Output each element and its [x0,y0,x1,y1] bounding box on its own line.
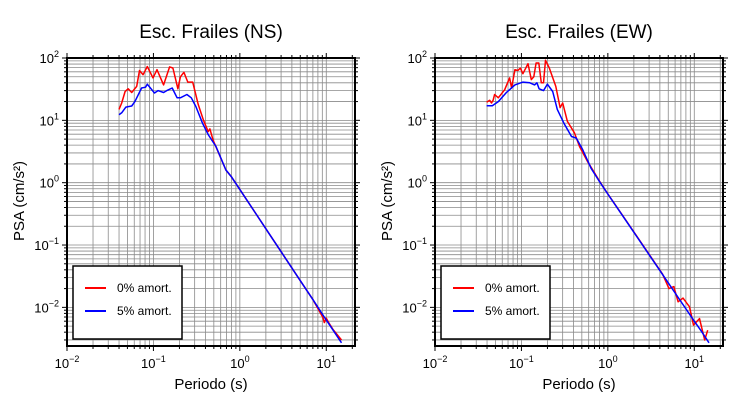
tick-base: 10 [402,300,416,315]
tick-base: 10 [34,238,48,253]
tick-base: 10 [34,300,48,315]
tick-exponent: −2 [69,354,79,364]
tick-base: 10 [40,176,54,191]
tick-exponent: −1 [417,236,427,246]
x-tick-label: 101 [685,354,704,371]
series-line-0pct [486,59,709,341]
x-tick-label: 10−1 [509,354,534,371]
x-tick-label: 101 [317,354,336,371]
tick-exponent: −1 [156,354,166,364]
tick-base: 10 [141,356,155,371]
y-tick-label: 101 [408,111,427,128]
x-tick-label: 10−2 [55,354,80,371]
x-tick-label: 100 [230,354,249,371]
tick-base: 10 [509,356,523,371]
tick-base: 10 [408,176,422,191]
plot-frame [66,57,356,347]
tick-exponent: −2 [437,354,447,364]
legend-label: 0% amort. [485,281,540,295]
tick-exponent: 1 [54,111,59,121]
x-tick-label: 10−2 [423,354,448,371]
tick-base: 10 [40,113,54,128]
tick-exponent: 0 [54,174,59,184]
legend: 0% amort. 5% amort. [440,265,551,340]
tick-exponent: 0 [613,354,618,364]
y-axis-label: PSA (cm/s²) [11,161,28,241]
y-tick-label: 10−2 [402,298,427,315]
tick-exponent: 0 [245,354,250,364]
tick-base: 10 [408,51,422,66]
series-line-5pct [118,83,343,344]
tick-base: 10 [598,356,612,371]
y-tick-label: 101 [40,111,59,128]
x-tick-label: 100 [598,354,617,371]
tick-exponent: 2 [422,49,427,59]
tick-exponent: −1 [524,354,534,364]
legend-label: 0% amort. [117,281,172,295]
tick-base: 10 [230,356,244,371]
y-tick-label: 10−1 [34,236,59,253]
tick-exponent: −1 [49,236,59,246]
y-tick-label: 10−1 [402,236,427,253]
grid [66,57,355,346]
tick-exponent: −2 [49,298,59,308]
tick-base: 10 [40,51,54,66]
plot-frame [434,57,724,347]
x-axis-label: Periodo (s) [542,376,615,393]
legend: 0% amort. 5% amort. [72,265,183,340]
y-tick-label: 100 [408,174,427,191]
y-axis-label: PSA (cm/s²) [379,161,396,241]
y-tick-label: 100 [40,174,59,191]
tick-base: 10 [423,356,437,371]
tick-exponent: 1 [699,354,704,364]
legend-label: 5% amort. [485,304,540,318]
chart-title: Esc. Frailes (EW) [505,22,653,43]
x-axis-label: Periodo (s) [174,376,247,393]
tick-base: 10 [408,113,422,128]
x-tick-label: 10−1 [141,354,166,371]
y-tick-label: 102 [408,49,427,66]
series-line-5pct [486,81,710,344]
tick-exponent: 0 [422,174,427,184]
y-tick-label: 102 [40,49,59,66]
tick-exponent: 1 [331,354,336,364]
legend-box [72,265,183,340]
chart-title: Esc. Frailes (NS) [139,22,283,43]
tick-exponent: 2 [54,49,59,59]
tick-base: 10 [55,356,69,371]
tick-base: 10 [685,356,699,371]
legend-box [440,265,551,340]
y-tick-label: 10−2 [34,298,59,315]
legend-label: 5% amort. [117,304,172,318]
tick-exponent: 1 [422,111,427,121]
tick-base: 10 [317,356,331,371]
tick-base: 10 [402,238,416,253]
tick-exponent: −2 [417,298,427,308]
